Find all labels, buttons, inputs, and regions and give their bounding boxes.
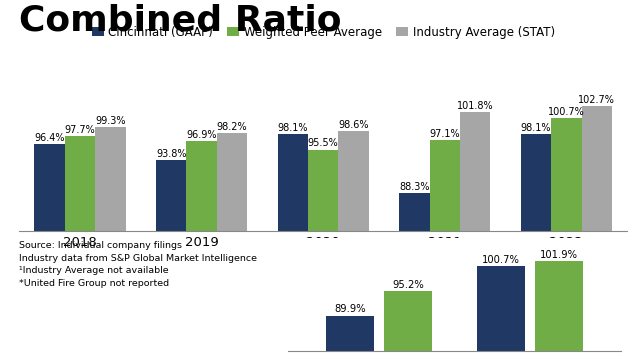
Bar — [308, 150, 339, 355]
Bar — [186, 141, 217, 355]
Text: 97.7%: 97.7% — [65, 125, 95, 135]
Text: 96.4%: 96.4% — [35, 133, 65, 143]
Text: 99.3%: 99.3% — [95, 116, 125, 126]
Text: Combined Ratio: Combined Ratio — [19, 4, 342, 38]
Bar — [156, 160, 186, 355]
Bar — [582, 106, 612, 355]
Bar — [339, 131, 369, 355]
Text: 98.1%: 98.1% — [521, 123, 551, 133]
Text: 95.2%: 95.2% — [392, 280, 424, 290]
Text: 88.3%: 88.3% — [399, 182, 429, 192]
Text: 89.9%: 89.9% — [334, 304, 365, 314]
Bar — [551, 119, 582, 355]
Bar — [399, 193, 429, 355]
Text: 96.9%: 96.9% — [186, 130, 217, 140]
Text: 95.5%: 95.5% — [308, 138, 339, 148]
Bar — [326, 316, 374, 355]
Bar — [383, 291, 432, 355]
Text: 101.9%: 101.9% — [540, 250, 578, 260]
Bar — [217, 133, 247, 355]
Bar — [460, 112, 490, 355]
Legend: Cincinnati (GAAP), Weighted Peer Average, Industry Average (STAT): Cincinnati (GAAP), Weighted Peer Average… — [87, 21, 559, 44]
Text: Source: Individual company filings
Industry data from S&P Global Market Intellig: Source: Individual company filings Indus… — [19, 241, 257, 288]
Bar — [429, 140, 460, 355]
Text: 102.7%: 102.7% — [579, 95, 615, 105]
Bar — [477, 267, 525, 355]
Text: 98.1%: 98.1% — [278, 123, 308, 133]
Bar — [95, 127, 125, 355]
Bar — [278, 134, 308, 355]
Bar — [521, 134, 551, 355]
Text: 100.7%: 100.7% — [548, 107, 585, 117]
Text: 100.7%: 100.7% — [482, 255, 520, 265]
Bar — [35, 144, 65, 355]
Text: 93.8%: 93.8% — [156, 149, 186, 159]
Bar — [65, 136, 95, 355]
Text: 97.1%: 97.1% — [429, 129, 460, 139]
Bar — [535, 261, 583, 355]
Text: 98.6%: 98.6% — [339, 120, 369, 130]
Text: 98.2%: 98.2% — [217, 122, 247, 132]
Text: 101.8%: 101.8% — [457, 100, 493, 111]
